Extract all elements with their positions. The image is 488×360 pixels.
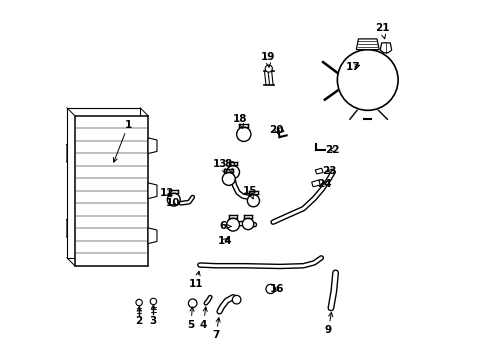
Polygon shape <box>67 108 140 258</box>
Polygon shape <box>58 144 67 162</box>
Polygon shape <box>356 39 378 50</box>
Text: 21: 21 <box>374 23 388 39</box>
Text: 18: 18 <box>232 114 247 129</box>
Circle shape <box>236 127 250 141</box>
Circle shape <box>136 299 142 306</box>
Circle shape <box>226 166 239 179</box>
Text: 3: 3 <box>149 305 157 326</box>
Circle shape <box>150 298 156 305</box>
Polygon shape <box>278 127 283 132</box>
Text: 23: 23 <box>322 166 336 176</box>
Circle shape <box>265 284 275 294</box>
Text: 22: 22 <box>324 145 339 155</box>
Polygon shape <box>148 183 157 199</box>
Text: 15: 15 <box>242 186 257 199</box>
Text: 16: 16 <box>269 284 284 294</box>
Text: 14: 14 <box>217 236 232 246</box>
Text: 11: 11 <box>189 271 203 289</box>
Text: 20: 20 <box>269 125 284 135</box>
Circle shape <box>247 195 259 207</box>
Circle shape <box>242 218 253 230</box>
Polygon shape <box>148 228 157 244</box>
Text: 5: 5 <box>187 307 194 330</box>
Circle shape <box>167 193 180 206</box>
Circle shape <box>232 296 241 304</box>
Circle shape <box>188 299 197 307</box>
Text: 24: 24 <box>317 179 331 189</box>
Text: 7: 7 <box>212 318 220 341</box>
Text: 2: 2 <box>135 307 142 326</box>
Polygon shape <box>380 43 391 53</box>
Polygon shape <box>58 219 67 237</box>
Text: 10: 10 <box>165 198 180 208</box>
Text: 19: 19 <box>260 52 274 67</box>
Polygon shape <box>311 180 320 187</box>
Text: 13: 13 <box>212 159 227 173</box>
Circle shape <box>264 65 272 72</box>
Polygon shape <box>75 116 148 266</box>
Text: 12: 12 <box>160 188 174 198</box>
Text: 1: 1 <box>113 120 132 162</box>
Text: 8: 8 <box>224 159 232 173</box>
Text: 6: 6 <box>219 221 231 231</box>
Circle shape <box>226 218 239 231</box>
Circle shape <box>337 50 397 111</box>
Polygon shape <box>315 168 323 174</box>
Text: 4: 4 <box>199 307 207 330</box>
Polygon shape <box>148 138 157 154</box>
Text: 17: 17 <box>346 63 360 72</box>
Text: 9: 9 <box>324 312 332 335</box>
Circle shape <box>222 172 235 185</box>
